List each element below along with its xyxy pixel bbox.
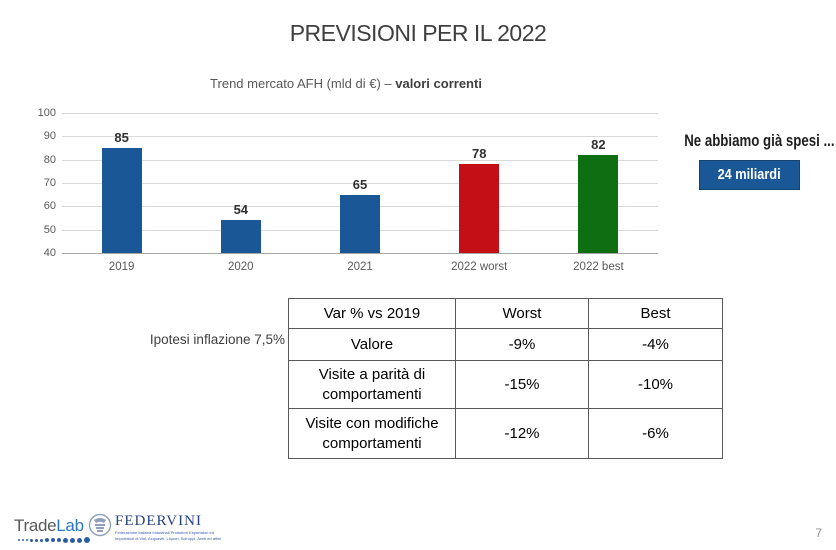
federvini-emblem-icon: [88, 512, 112, 543]
bar-value-label: 82: [591, 137, 606, 152]
row-best-value: -10%: [588, 360, 723, 409]
row-worst-value: -15%: [455, 360, 589, 409]
tradelab-logo-text: TradeLab: [14, 516, 84, 535]
spent-label: Ne abbiamo già spesi ...: [684, 131, 835, 150]
y-axis-tick: 80: [43, 153, 56, 166]
inflation-note: Ipotesi inflazione 7,5%: [149, 332, 285, 347]
page-number: 7: [815, 526, 822, 540]
bar: [220, 220, 261, 253]
bar-chart: 100 90 80 70 60 50 40 85 54 65 78 82 2019 2020 2021 2…: [32, 107, 662, 281]
y-axis-tick: 60: [43, 200, 56, 213]
row-label: Visite a parità di comportamenti: [288, 360, 456, 409]
gridline: [62, 159, 658, 161]
federvini-tagline-line2: Importatori di Vini, Acquaviti, Liquori,…: [115, 535, 222, 541]
y-axis-tick: 100: [37, 107, 56, 119]
tradelab-logo: TradeLab: [14, 516, 90, 543]
chart-plot: 85 54 65 78 82: [62, 113, 658, 254]
row-worst-value: -12%: [455, 408, 589, 459]
gridline: [62, 183, 658, 184]
bar: [101, 148, 142, 253]
row-label: Visite con modifiche comportamenti: [288, 408, 456, 459]
gridline: [62, 253, 658, 254]
y-axis: 100 90 80 70 60 50 40: [32, 107, 62, 259]
chart-subtitle: Trend mercato AFH (mld di €) – valori co…: [40, 76, 652, 91]
y-axis-tick: 50: [43, 223, 56, 236]
row-best-value: -6%: [588, 408, 723, 459]
bar: [578, 155, 619, 253]
bar: [340, 194, 380, 253]
table-row: Visite con modifiche comportamenti -12% …: [288, 408, 723, 459]
bar-group: 54: [181, 113, 300, 253]
bar-group: 65: [300, 113, 419, 253]
variation-table: Var % vs 2019 Worst Best Valore -9% -4% …: [288, 298, 723, 459]
page-title: PREVISIONI PER IL 2022: [289, 20, 547, 46]
y-axis-tick: 70: [43, 177, 56, 189]
bar-value-label: 78: [471, 146, 487, 162]
bar-group: 78: [420, 113, 539, 253]
category-label: 2021: [347, 261, 373, 273]
chart-subtitle-bold: valori correnti: [395, 76, 482, 91]
spent-annotation: Ne abbiamo già spesi ... 24 miliardi: [663, 131, 836, 190]
federvini-logo: FEDERVINI Federazione Italiana Industria…: [88, 512, 221, 543]
y-axis-tick: 90: [43, 130, 56, 143]
category-label: 2022 best: [573, 261, 624, 273]
tradelab-part1: Trade: [14, 516, 57, 535]
federvini-tagline-line1: Federazione Italiana Industriali Produtt…: [115, 530, 214, 536]
category-label: 2022 worst: [451, 261, 508, 273]
bar-value-label: 54: [233, 202, 249, 218]
y-axis-tick: 40: [43, 247, 56, 259]
table-header-worst: Worst: [455, 298, 589, 329]
tradelab-dots-decoration: [18, 537, 90, 543]
spent-badge: 24 miliardi: [699, 160, 800, 190]
x-axis: 2019 2020 2021 2022 worst 2022 best: [62, 254, 658, 273]
gridline: [62, 113, 658, 114]
category-label: 2020: [228, 261, 254, 273]
bar-value-label: 65: [352, 176, 368, 192]
chart-subtitle-regular: Trend mercato AFH (mld di €) –: [210, 76, 396, 91]
tradelab-part2: Lab: [56, 516, 84, 535]
federvini-tagline: Federazione Italiana Industriali Produtt…: [115, 530, 221, 540]
bar-value-label: 85: [114, 130, 129, 145]
bar-group: 85: [62, 113, 181, 253]
gridline: [62, 136, 658, 138]
row-worst-value: -9%: [455, 328, 589, 361]
table-header-row: Var % vs 2019 Worst Best: [288, 298, 723, 329]
spent-badge-text: 24 miliardi: [717, 166, 782, 183]
federvini-logo-text: FEDERVINI Federazione Italiana Industria…: [115, 513, 221, 541]
category-label: 2019: [108, 261, 135, 273]
federvini-name: FEDERVINI: [115, 513, 202, 530]
bar-group: 82: [539, 113, 658, 253]
table-header-var: Var % vs 2019: [288, 298, 456, 329]
table-row: Visite a parità di comportamenti -15% -1…: [288, 360, 723, 409]
bar: [459, 164, 500, 253]
row-best-value: -4%: [588, 328, 723, 361]
row-label: Valore: [288, 328, 456, 361]
table-header-best: Best: [588, 298, 723, 329]
table-row: Valore -9% -4%: [288, 328, 723, 361]
